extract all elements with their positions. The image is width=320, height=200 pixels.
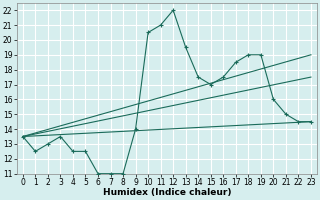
X-axis label: Humidex (Indice chaleur): Humidex (Indice chaleur) <box>103 188 231 197</box>
